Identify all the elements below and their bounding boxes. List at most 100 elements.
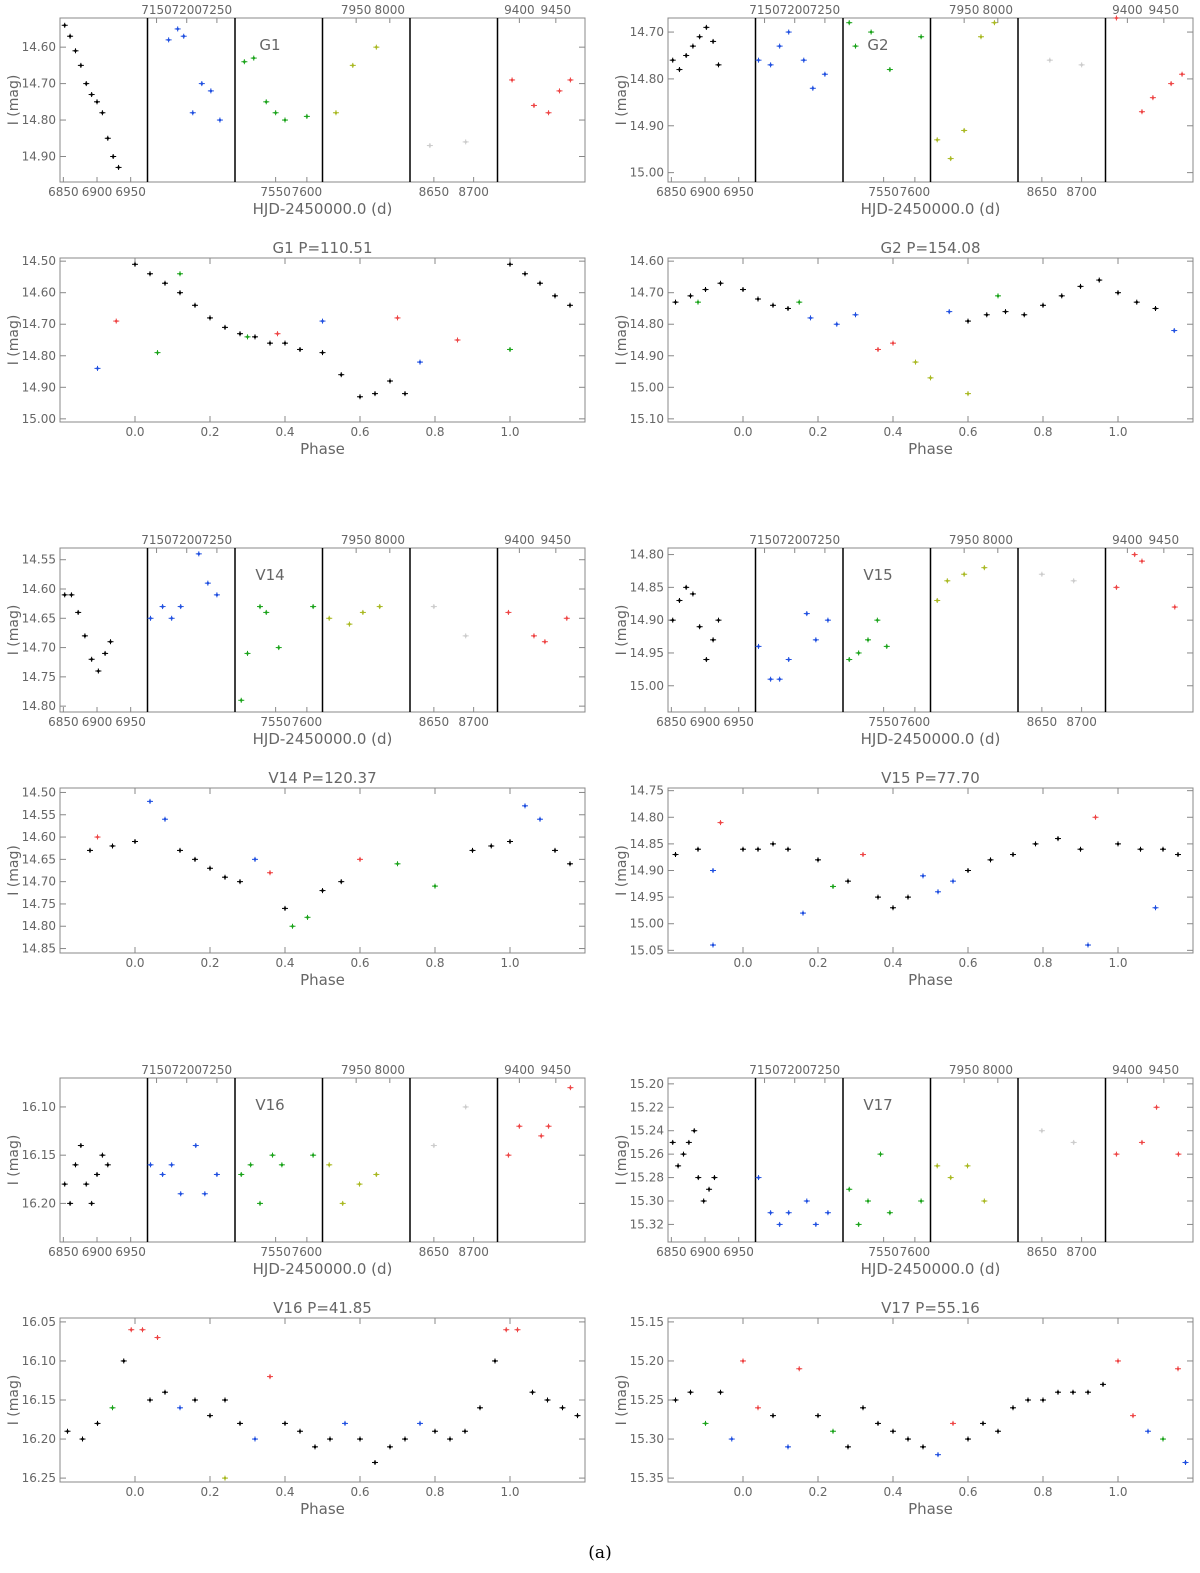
x-tick-label: 0.6 [350, 425, 369, 439]
x-tick-label: 8700 [1066, 1245, 1097, 1259]
data-point [88, 849, 92, 852]
data-point [343, 1422, 347, 1425]
y-tick-label: 14.80 [630, 317, 664, 331]
y-tick-label: 14.75 [22, 897, 56, 911]
y-tick-label: 14.80 [22, 699, 56, 713]
x-axis-label: Phase [908, 971, 953, 989]
x-tick-label: 7600 [900, 1245, 931, 1259]
y-tick-label: 14.70 [630, 25, 664, 39]
x-tick-label-top: 7950 [341, 1063, 372, 1077]
x-tick-label: 0.6 [958, 1485, 977, 1499]
x-tick-label-top: 9400 [504, 1063, 535, 1077]
y-tick-label: 14.70 [630, 286, 664, 300]
x-tick-label: 0.0 [125, 1485, 144, 1499]
data-point [253, 858, 257, 861]
x-tick-label: 0.4 [275, 1485, 294, 1499]
data-point [966, 869, 970, 872]
data-point [90, 1202, 93, 1205]
data-point [1034, 842, 1037, 846]
data-point [208, 1414, 212, 1417]
x-tick-label: 0.2 [200, 1485, 219, 1499]
y-tick-label: 14.55 [22, 808, 56, 822]
y-tick-label: 14.85 [22, 942, 56, 956]
data-point [493, 1359, 497, 1363]
data-point [1115, 16, 1118, 20]
data-point [719, 821, 722, 824]
data-point [816, 1414, 820, 1417]
x-tick-label: 6900 [690, 185, 721, 199]
x-axis-label: Phase [300, 440, 345, 458]
panel-v17-time: 15.20 15.22 15.24 15.26 15.28 15.30 15.32 I (ma… [614, 1063, 1194, 1278]
data-point [678, 68, 681, 71]
data-point [885, 645, 889, 648]
x-tick-label: 8650 [419, 185, 450, 199]
data-point [1140, 559, 1144, 563]
data-point [101, 1153, 104, 1157]
data-point [508, 263, 512, 266]
y-tick-label: 14.70 [22, 77, 56, 91]
y-tick-label: 16.15 [22, 1148, 56, 1162]
y-tick-label: 15.20 [630, 1354, 664, 1368]
data-point [1086, 943, 1090, 947]
x-tick-label: 8650 [1027, 185, 1058, 199]
plot-frame [667, 1317, 1194, 1483]
data-point [691, 592, 695, 596]
data-point [507, 1153, 510, 1157]
data-point [696, 847, 700, 851]
x-tick-label: 0.6 [350, 956, 369, 970]
x-tick-label: 6950 [723, 715, 754, 729]
panel-v15-time: 14.80 14.85 14.90 14.95 15.00 I (mag) 6850 6900… [614, 533, 1194, 748]
data-point [373, 1461, 377, 1464]
data-point [178, 1406, 182, 1410]
panel-title: G1 P=110.51 [272, 239, 372, 257]
plot-frame [59, 787, 586, 954]
x-axis-label: Phase [300, 1500, 345, 1518]
y-tick-label: 16.10 [22, 1354, 56, 1368]
data-point [95, 100, 99, 104]
data-point [769, 63, 772, 67]
x-tick-label-top: 7250 [810, 3, 841, 17]
x-tick-label: 6850 [656, 715, 687, 729]
x-tick-label: 6900 [82, 1245, 113, 1259]
y-tick-label: 14.50 [22, 254, 56, 268]
data-point [962, 129, 966, 132]
data-point [891, 906, 895, 910]
data-point [1060, 294, 1064, 298]
data-point [919, 35, 923, 39]
data-point [161, 605, 164, 608]
data-point [787, 658, 790, 661]
data-point [719, 1390, 722, 1394]
panel-title: V15 P=77.70 [881, 769, 980, 787]
y-tick-label: 14.85 [630, 580, 664, 594]
x-axis-label: HJD-2450000.0 (d) [253, 200, 393, 218]
data-point [327, 1163, 331, 1167]
data-point [568, 862, 572, 866]
data-point [239, 1173, 243, 1176]
x-tick-label: 0.4 [275, 425, 294, 439]
y-tick-label: 14.75 [22, 670, 56, 684]
data-point [280, 1163, 284, 1167]
y-tick-label: 14.90 [630, 613, 664, 627]
data-point [246, 652, 249, 655]
x-tick-label: 7550 [260, 715, 291, 729]
y-tick-label: 15.26 [630, 1147, 664, 1161]
data-point [981, 1422, 985, 1425]
data-point [539, 1134, 543, 1138]
panel-g1-phase: 14.50 14.60 14.70 14.80 14.90 15.00 I (mag) 0.0… [6, 239, 586, 458]
data-point [949, 1176, 952, 1179]
y-tick-label: 15.00 [22, 412, 56, 426]
data-point [1041, 304, 1045, 307]
data-point [239, 698, 243, 702]
panel-v16-phase: 16.05 16.10 16.15 16.20 16.25 I (mag) 0.0 0.2 0.… [6, 1299, 586, 1518]
data-point [538, 281, 542, 285]
x-tick-label: 0.0 [733, 956, 752, 970]
star-label: V16 [255, 1096, 284, 1114]
data-point [814, 638, 818, 642]
data-point [176, 27, 179, 31]
y-tick-label: 14.70 [22, 641, 56, 655]
data-point [949, 157, 952, 160]
data-point [464, 634, 467, 638]
x-tick-label: 1.0 [500, 956, 519, 970]
x-tick-label: 8650 [419, 1245, 450, 1259]
